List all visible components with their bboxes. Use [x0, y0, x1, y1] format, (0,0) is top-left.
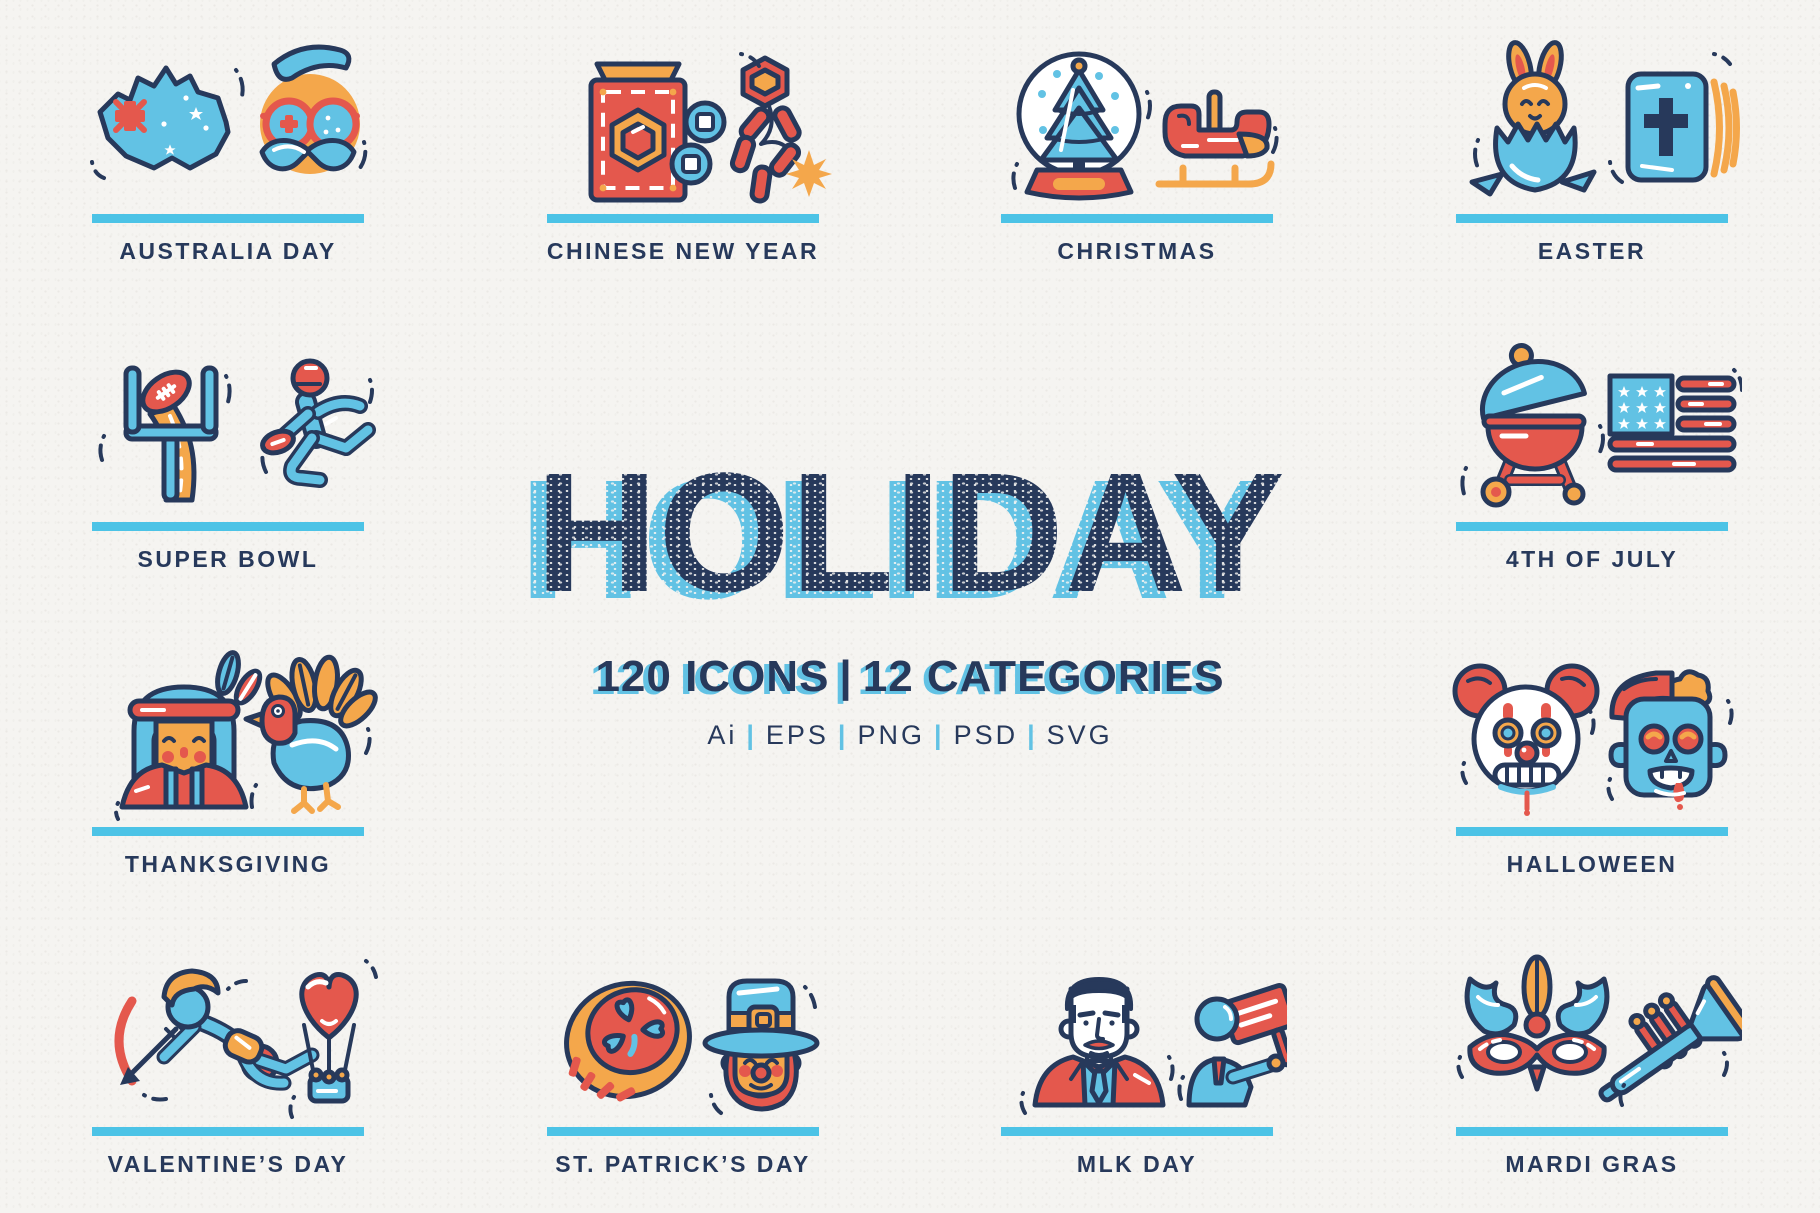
- category-cell-halloween: HALLOWEEN: [1442, 645, 1742, 878]
- fourth-of-july-icons: [1460, 343, 1742, 508]
- category-label: VALENTINE’S DAY: [107, 1151, 349, 1177]
- category-divider: [92, 1127, 364, 1136]
- icons-count-text: 120 ICONS: [595, 652, 830, 701]
- hero-title: HOLIDAY: [535, 438, 1285, 628]
- category-cell-valentines-day: VALENTINE’S DAY: [78, 945, 378, 1178]
- category-divider: [92, 827, 364, 836]
- category-divider: [1456, 827, 1728, 836]
- australia-day-icons: [90, 44, 368, 180]
- coins-firecrackers-icon: [669, 52, 832, 204]
- category-cell-christmas: CHRISTMAS: [987, 32, 1287, 265]
- category-cell-4th-of-july: 4TH OF JULY: [1442, 340, 1742, 573]
- categories-count-text: 12 CATEGORIES: [862, 652, 1225, 701]
- chinese-new-year-icons: [588, 52, 832, 204]
- category-cell-easter: EASTER: [1442, 32, 1742, 265]
- category-label: EASTER: [1537, 238, 1647, 264]
- bible-icon: [1608, 52, 1740, 184]
- trumpet-accents: [1618, 1051, 1729, 1107]
- category-label: AUSTRALIA DAY: [119, 238, 337, 264]
- trumpet-icon: [1598, 975, 1742, 1103]
- format-separator: |: [1027, 720, 1038, 750]
- category-label: HALLOWEEN: [1506, 851, 1678, 877]
- super-bowl-icons: [98, 358, 376, 503]
- category-divider: [1001, 214, 1273, 223]
- category-cell-st-patricks-day: ST. PATRICK’S DAY: [533, 945, 833, 1178]
- protester-icon: [1177, 982, 1287, 1108]
- bbq-grill-icon: [1460, 343, 1605, 508]
- hipster-face-icon: [259, 44, 368, 174]
- easter-icons: [1469, 40, 1740, 197]
- hero-title-wrap: HOLIDAY: [523, 438, 1297, 628]
- category-divider: [92, 214, 364, 223]
- zombie-icon: [1606, 669, 1734, 810]
- category-divider: [547, 214, 819, 223]
- running-player-icon: [260, 358, 376, 488]
- category-divider: [1001, 1127, 1273, 1136]
- format-eps: EPS: [765, 720, 829, 750]
- category-cell-australia-day: AUSTRALIA DAY: [78, 32, 378, 265]
- st-patricks-day-icons: [564, 978, 820, 1115]
- mlk-day-icons: [1019, 977, 1287, 1115]
- category-label: 4TH OF JULY: [1505, 546, 1679, 572]
- mardi-gras-icons: [1456, 954, 1742, 1107]
- turkey-icon: [243, 654, 378, 814]
- hero-subtitle: 120 ICONS | 12 CATEGORIES: [410, 652, 1410, 702]
- category-cell-mlk-day: MLK DAY: [987, 945, 1287, 1178]
- valentines-day-icons: [114, 959, 378, 1119]
- category-label: ST. PATRICK’S DAY: [555, 1151, 811, 1177]
- cupid-icon: [114, 968, 320, 1102]
- category-cell-chinese-new-year: CHINESE NEW YEAR: [533, 32, 833, 265]
- category-label: THANKSGIVING: [124, 851, 332, 877]
- format-png: PNG: [857, 720, 925, 750]
- sleigh-icon: [1155, 89, 1279, 188]
- bunny-egg-icon: [1469, 40, 1597, 197]
- category-label: MARDI GRAS: [1505, 1151, 1679, 1177]
- format-separator: |: [934, 720, 945, 750]
- heart-balloon-icon: [288, 959, 378, 1119]
- halloween-icons: [1452, 663, 1734, 816]
- category-cell-super-bowl: SUPER BOWL: [78, 340, 378, 573]
- category-divider: [1456, 1127, 1728, 1136]
- clown-icon: [1452, 663, 1600, 816]
- format-psd: PSD: [953, 720, 1019, 750]
- christmas-icons: [1011, 51, 1279, 201]
- category-label: SUPER BOWL: [137, 546, 319, 572]
- subtitle-separator: |: [839, 652, 853, 701]
- format-separator: |: [837, 720, 849, 750]
- category-divider: [92, 522, 364, 531]
- category-cell-mardi-gras: MARDI GRAS: [1442, 945, 1742, 1178]
- goal-post-football-icon: [98, 365, 232, 503]
- shamrock-coin-icon: [564, 980, 692, 1102]
- native-american-icon: [114, 650, 263, 821]
- format-svg: SVG: [1046, 720, 1113, 750]
- carnival-mask-icon: [1456, 954, 1610, 1092]
- leprechaun-icon: [702, 978, 820, 1115]
- american-flag-icon: [1607, 368, 1742, 473]
- category-divider: [1456, 214, 1728, 223]
- file-formats-line: Ai | EPS | PNG | PSD | SVG: [410, 720, 1410, 751]
- format-separator: |: [746, 720, 757, 750]
- category-label: CHRISTMAS: [1057, 238, 1217, 264]
- thanksgiving-icons: [114, 650, 378, 821]
- category-label: MLK DAY: [1076, 1151, 1198, 1177]
- hero-block: HOLIDAY 120 ICONS | 12 CATEGORIES Ai | EPS | P…: [410, 438, 1410, 751]
- snow-globe-icon: [1011, 51, 1152, 201]
- mlk-portrait-icon: [1019, 977, 1175, 1115]
- red-envelope-icon: [588, 61, 688, 203]
- format-ai: Ai: [707, 720, 738, 750]
- category-cell-thanksgiving: THANKSGIVING: [78, 645, 378, 878]
- category-divider: [1456, 522, 1728, 531]
- category-divider: [547, 1127, 819, 1136]
- australia-map-icon: [90, 65, 245, 180]
- category-label: CHINESE NEW YEAR: [546, 238, 820, 264]
